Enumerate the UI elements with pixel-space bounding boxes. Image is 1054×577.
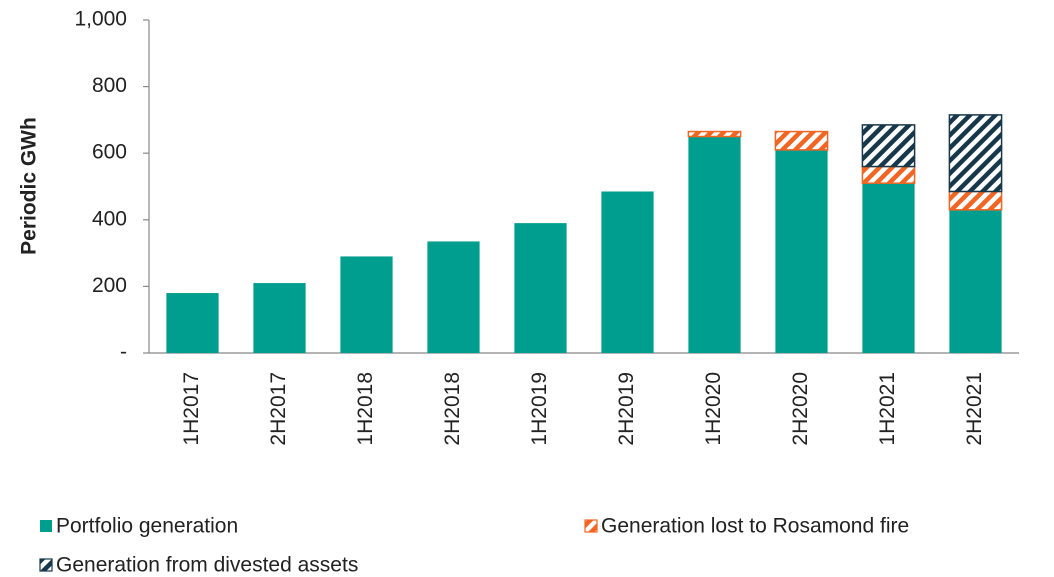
bar-segment [949, 209, 1002, 353]
bar-segment [775, 149, 828, 353]
bar-segment [948, 190, 1003, 211]
y-tick-label: 800 [92, 74, 127, 97]
bar-segment [253, 283, 306, 353]
legend-swatch [39, 558, 53, 572]
y-tick-label: 1,000 [74, 8, 127, 31]
bar-segment [427, 241, 480, 353]
bar-segment [601, 191, 654, 353]
x-tick-label: 1H2020 [702, 372, 725, 446]
bar-segment [340, 256, 393, 353]
x-tick-label: 2H2018 [441, 372, 464, 446]
legend-swatch [40, 520, 52, 532]
bar-segment [774, 130, 829, 151]
y-tick-label: 400 [92, 207, 127, 230]
legend-label: Generation from divested assets [56, 554, 358, 577]
y-axis-label: Periodic GWh [18, 117, 41, 255]
bar-segment [862, 183, 915, 353]
y-tick-label: 600 [92, 141, 127, 164]
y-tick-label: 200 [92, 274, 127, 297]
x-tick-label: 1H2018 [354, 372, 377, 446]
bar-segment [948, 114, 1003, 193]
y-tick-label: - [120, 341, 127, 364]
x-tick-label: 1H2019 [528, 372, 551, 446]
x-tick-label: 2H2019 [615, 372, 638, 446]
x-tick-label: 1H2017 [180, 372, 203, 446]
legend-label: Generation lost to Rosamond fire [601, 515, 909, 538]
x-tick-label: 2H2020 [789, 372, 812, 446]
bar-segment [687, 130, 742, 138]
x-tick-label: 2H2021 [963, 372, 986, 446]
x-tick-label: 1H2021 [876, 372, 899, 446]
bar-segment [688, 136, 741, 353]
x-tick-label: 2H2017 [267, 372, 290, 446]
legend-swatch [584, 519, 598, 533]
bar-segment [514, 223, 567, 353]
bar-segment [166, 293, 219, 353]
legend-label: Portfolio generation [56, 515, 238, 538]
bar-segment [861, 124, 916, 168]
bar-segment [861, 165, 916, 184]
